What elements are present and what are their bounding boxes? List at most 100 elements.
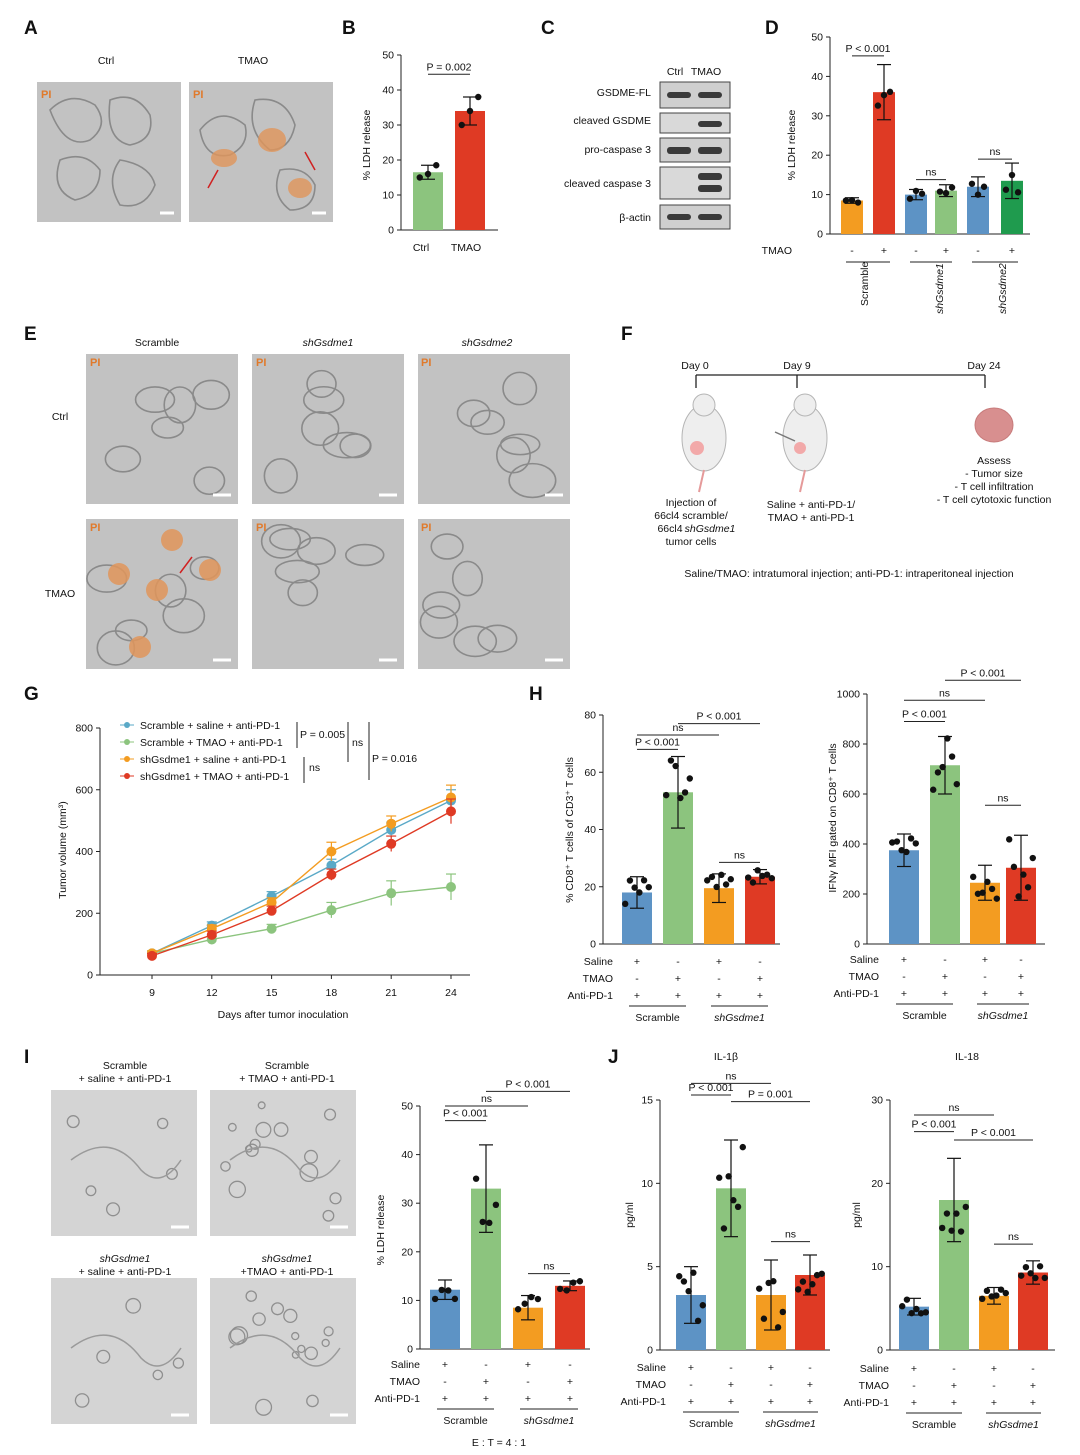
g-point <box>266 897 277 908</box>
i-cell <box>245 1290 258 1302</box>
h1-ytick-label: 20 <box>584 881 596 893</box>
panel-label-e: E <box>24 324 37 345</box>
h1-point <box>718 871 725 879</box>
timeline <box>695 374 986 388</box>
g-significance <box>296 722 370 783</box>
g-ytick-label: 400 <box>75 846 93 858</box>
f-footnote: Saline/TMAO: intratumoral injection; ant… <box>684 568 1013 580</box>
h2-bar <box>930 765 960 944</box>
blot-col-ctrl: Ctrl <box>667 66 683 78</box>
d-sign: + <box>943 245 949 257</box>
j2-group-scramble: Scramble <box>912 1419 957 1431</box>
j1-bracket-label: P = 0.001 <box>748 1089 793 1101</box>
g-ns1: ns <box>352 737 363 749</box>
d-ytick-label: 0 <box>817 229 823 241</box>
j2-point <box>913 1305 920 1313</box>
i-micrograph <box>51 1090 197 1236</box>
g-point <box>266 905 277 916</box>
e-cell <box>302 385 345 414</box>
h1-point <box>663 791 670 799</box>
j1-point <box>685 1288 692 1295</box>
h1-group-scramble: Scramble <box>635 1012 680 1024</box>
i-point <box>438 1286 445 1294</box>
h2-sign: - <box>983 971 987 983</box>
f-inj1-line3a: 66cl4 <box>657 523 682 535</box>
i-cell <box>291 1350 300 1359</box>
i-bracket-label: ns <box>543 1261 554 1273</box>
j2-ytick-label: 10 <box>871 1261 883 1273</box>
g-point <box>326 846 337 857</box>
d-ytick-label: 10 <box>811 189 823 201</box>
d-point <box>974 191 982 198</box>
h2-point <box>912 840 919 847</box>
d-tmao-row: TMAO <box>762 245 792 257</box>
h2-ytick-label: 600 <box>842 789 860 801</box>
h1-row-label: Saline <box>584 956 613 968</box>
j2-ytick-label: 20 <box>871 1178 883 1190</box>
panel-label-b: B <box>342 18 356 39</box>
g-ytick-label: 600 <box>75 784 93 796</box>
pi-tag-e4: PI <box>90 522 100 534</box>
h2-row-label: TMAO <box>849 971 879 983</box>
h1-point <box>708 873 716 881</box>
j1-sign: - <box>729 1362 733 1374</box>
h2-point <box>944 735 951 742</box>
i-cell <box>220 1161 231 1172</box>
i-micrographs <box>51 1090 356 1424</box>
g-ytick-label: 200 <box>75 908 93 920</box>
chart-b: 0 10 20 30 40 50 Ctrl TMAO P = 0.002 % LDH releas… <box>361 50 498 254</box>
j1-row-label: Saline <box>637 1362 666 1374</box>
h1-sign: + <box>716 956 722 968</box>
h1-point <box>645 883 652 891</box>
h1-ylabel: % CD8⁺ T cells of CD3⁺ T cells <box>564 757 576 903</box>
d-point <box>1014 189 1022 196</box>
b-point <box>433 162 440 169</box>
j2-sign: + <box>911 1363 917 1375</box>
h1-point <box>763 871 771 878</box>
j1-bracket-label: P < 0.001 <box>688 1082 733 1094</box>
h1-sign: + <box>675 990 681 1002</box>
i-sign: - <box>484 1359 488 1371</box>
i-cell <box>229 1326 249 1345</box>
blot-col-tmao: TMAO <box>691 66 721 78</box>
j2-row-label: TMAO <box>859 1380 889 1392</box>
i-cell <box>85 1185 97 1197</box>
j2-point <box>939 1224 946 1232</box>
h1-sign: + <box>716 990 722 1002</box>
chart-j-il18: 0 10 20 30 P < 0.001 ns P < 0.001 ns Saline + - + - T… <box>843 1095 1055 1431</box>
h2-sign: + <box>942 988 948 1000</box>
g-point <box>386 818 397 829</box>
i-cell <box>172 1357 185 1369</box>
g-xtick-label: 9 <box>149 987 155 999</box>
e-micrograph <box>418 519 570 669</box>
i-sign: + <box>525 1359 531 1371</box>
g-point <box>446 806 456 817</box>
i-sign: + <box>483 1393 489 1405</box>
panel-label-d: D <box>765 18 779 39</box>
d-ytick-label: 30 <box>811 110 823 122</box>
h2-point <box>953 780 960 788</box>
j1-point <box>804 1288 811 1296</box>
j1-point <box>720 1225 728 1232</box>
g-point <box>326 860 337 871</box>
i-ytick-label: 0 <box>407 1344 413 1356</box>
h1-point <box>686 775 693 782</box>
j2-point <box>962 1203 969 1211</box>
b-bar <box>455 111 485 230</box>
j1-row-label: Anti-PD-1 <box>620 1396 666 1408</box>
g-point <box>386 838 397 849</box>
g-point <box>147 950 157 961</box>
i-ytick-label: 20 <box>401 1246 413 1258</box>
j1-point <box>809 1281 816 1288</box>
j2-point <box>979 1295 986 1303</box>
f-inj2-line1: Saline + anti-PD-1/ <box>767 499 856 511</box>
j1-sign: + <box>807 1396 813 1408</box>
i-cell <box>304 1149 318 1164</box>
i-cell <box>74 1393 90 1408</box>
h1-point <box>722 881 730 888</box>
h1-point <box>754 867 761 874</box>
j1-sign: - <box>689 1379 693 1391</box>
j2-point <box>948 1227 955 1234</box>
h1-ytick-label: 0 <box>590 939 596 951</box>
